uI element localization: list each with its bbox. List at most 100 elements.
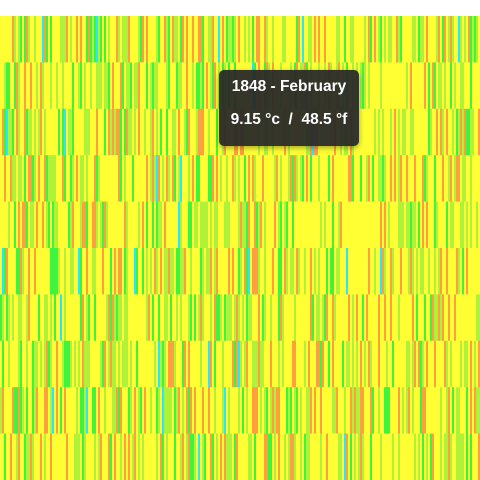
heatmap-cell[interactable]: [50, 16, 53, 63]
heatmap-cell[interactable]: [136, 201, 139, 249]
heatmap-cell[interactable]: [144, 433, 147, 480]
heatmap-cell[interactable]: [246, 387, 249, 434]
heatmap-cell[interactable]: [84, 340, 87, 388]
heatmap-cell[interactable]: [134, 433, 137, 480]
heatmap-cell[interactable]: [308, 248, 311, 295]
heatmap-cell[interactable]: [2, 62, 5, 110]
heatmap-cell[interactable]: [22, 16, 25, 63]
heatmap-cell[interactable]: [468, 433, 471, 480]
heatmap-cell[interactable]: [282, 294, 285, 342]
heatmap-cell[interactable]: [460, 155, 463, 202]
heatmap-cell[interactable]: [412, 248, 415, 295]
heatmap-cell[interactable]: [200, 108, 203, 156]
heatmap-cell[interactable]: [338, 294, 341, 342]
heatmap-cell[interactable]: [362, 294, 365, 342]
heatmap-cell[interactable]: [188, 340, 191, 388]
heatmap-cell[interactable]: [124, 248, 127, 295]
heatmap-cell[interactable]: [430, 387, 433, 434]
heatmap-cell[interactable]: [28, 108, 31, 156]
heatmap-cell[interactable]: [34, 155, 37, 202]
heatmap-cell[interactable]: [364, 201, 367, 249]
heatmap-cell[interactable]: [356, 387, 359, 434]
heatmap-cell[interactable]: [190, 201, 193, 249]
heatmap-cell[interactable]: [428, 155, 431, 202]
heatmap-cell[interactable]: [340, 201, 343, 249]
heatmap-cell[interactable]: [166, 248, 169, 295]
heatmap-cell[interactable]: [198, 201, 201, 249]
heatmap-cell[interactable]: [242, 340, 245, 388]
heatmap-cell[interactable]: [296, 294, 299, 342]
heatmap-cell[interactable]: [12, 201, 15, 249]
heatmap-cell[interactable]: [358, 62, 361, 110]
heatmap-cell[interactable]: [428, 387, 431, 434]
heatmap-cell[interactable]: [14, 62, 17, 110]
heatmap-cell[interactable]: [224, 294, 227, 342]
heatmap-cell[interactable]: [376, 294, 379, 342]
heatmap-cell[interactable]: [210, 294, 213, 342]
heatmap-cell[interactable]: [372, 387, 375, 434]
heatmap-cell[interactable]: [418, 16, 421, 63]
heatmap-cell[interactable]: [36, 108, 39, 156]
heatmap-cell[interactable]: [206, 108, 209, 156]
heatmap-cell[interactable]: [104, 155, 107, 202]
heatmap-cell[interactable]: [94, 340, 97, 388]
heatmap-cell[interactable]: [102, 201, 105, 249]
heatmap-cell[interactable]: [414, 16, 417, 63]
heatmap-cell[interactable]: [206, 155, 209, 202]
heatmap-cell[interactable]: [432, 340, 435, 388]
heatmap-cell[interactable]: [126, 387, 129, 434]
heatmap-cell[interactable]: [24, 108, 27, 156]
heatmap-cell[interactable]: [330, 294, 333, 342]
heatmap-cell[interactable]: [196, 16, 199, 63]
heatmap-cell[interactable]: [34, 294, 37, 342]
heatmap-cell[interactable]: [76, 248, 79, 295]
heatmap-cell[interactable]: [426, 155, 429, 202]
heatmap-cell[interactable]: [236, 248, 239, 295]
heatmap-cell[interactable]: [436, 248, 439, 295]
heatmap-cell[interactable]: [188, 108, 191, 156]
heatmap-cell[interactable]: [160, 62, 163, 110]
heatmap-cell[interactable]: [344, 387, 347, 434]
heatmap-cell[interactable]: [366, 201, 369, 249]
heatmap-cell[interactable]: [92, 16, 95, 63]
heatmap-cell[interactable]: [298, 201, 301, 249]
heatmap-cell[interactable]: [308, 155, 311, 202]
heatmap-cell[interactable]: [368, 294, 371, 342]
heatmap-cell[interactable]: [200, 248, 203, 295]
heatmap-cell[interactable]: [140, 62, 143, 110]
heatmap-cell[interactable]: [350, 294, 353, 342]
heatmap-cell[interactable]: [74, 16, 77, 63]
heatmap-cell[interactable]: [84, 433, 87, 480]
heatmap-cell[interactable]: [252, 387, 255, 434]
heatmap-cell[interactable]: [430, 155, 433, 202]
heatmap-cell[interactable]: [20, 433, 23, 480]
heatmap-cell[interactable]: [236, 433, 239, 480]
heatmap-cell[interactable]: [188, 294, 191, 342]
heatmap-cell[interactable]: [80, 433, 83, 480]
heatmap-cell[interactable]: [228, 201, 231, 249]
heatmap-cell[interactable]: [438, 340, 441, 388]
heatmap-cell[interactable]: [72, 62, 75, 110]
heatmap-cell[interactable]: [40, 155, 43, 202]
heatmap-cell[interactable]: [186, 294, 189, 342]
heatmap-cell[interactable]: [246, 340, 249, 388]
heatmap-cell[interactable]: [200, 387, 203, 434]
heatmap-cell[interactable]: [352, 340, 355, 388]
heatmap-cell[interactable]: [440, 248, 443, 295]
heatmap-cell[interactable]: [16, 340, 19, 388]
heatmap-cell[interactable]: [110, 155, 113, 202]
heatmap-cell[interactable]: [316, 201, 319, 249]
heatmap-cell[interactable]: [418, 433, 421, 480]
heatmap-cell[interactable]: [272, 248, 275, 295]
heatmap-cell[interactable]: [134, 155, 137, 202]
heatmap-cell[interactable]: [438, 248, 441, 295]
heatmap-cell[interactable]: [386, 108, 389, 156]
heatmap-cell[interactable]: [50, 201, 53, 249]
heatmap-cell[interactable]: [92, 387, 95, 434]
heatmap-cell[interactable]: [12, 62, 15, 110]
heatmap-cell[interactable]: [234, 201, 237, 249]
heatmap-cell[interactable]: [246, 155, 249, 202]
heatmap-cell[interactable]: [416, 62, 419, 110]
heatmap-cell[interactable]: [184, 155, 187, 202]
heatmap-cell[interactable]: [370, 294, 373, 342]
